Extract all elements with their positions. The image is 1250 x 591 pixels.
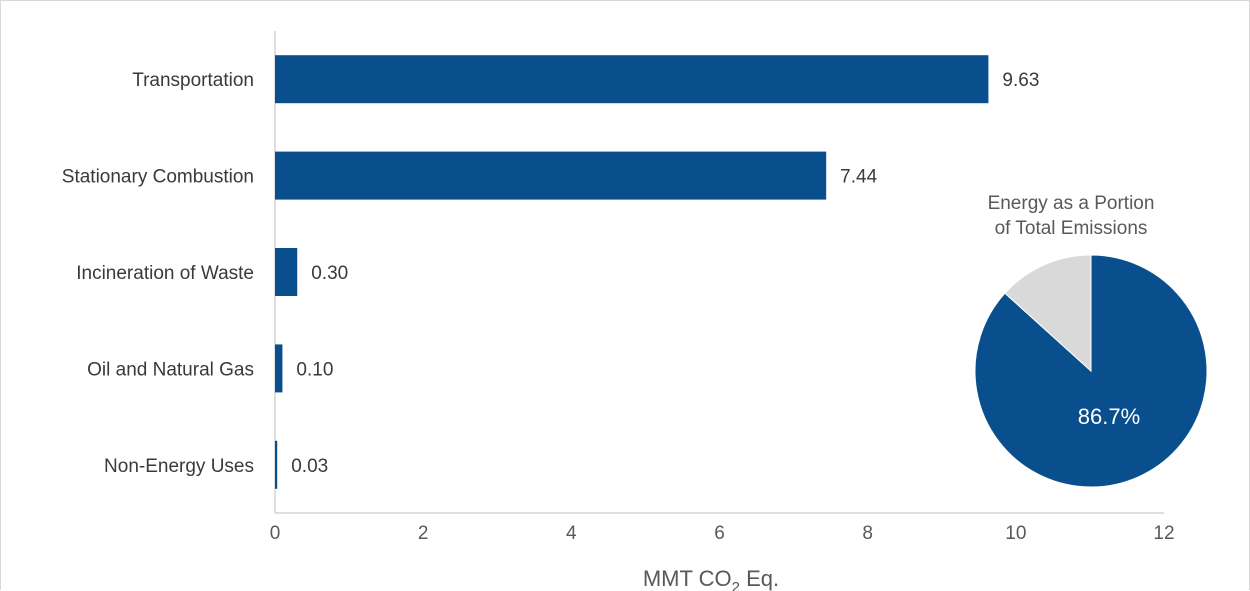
- x-axis-title-subscript: 2: [732, 579, 740, 591]
- pie-slice: [1004, 254, 1092, 373]
- x-tick-label: 8: [862, 523, 873, 544]
- bar: [275, 55, 989, 104]
- bar: [275, 440, 278, 489]
- category-label: Incineration of Waste: [76, 263, 254, 284]
- x-tick-label: 0: [270, 523, 281, 544]
- category-label: Non-Energy Uses: [104, 456, 254, 477]
- x-tick-label: 6: [714, 523, 725, 544]
- x-axis-title: MMT CO2 Eq.: [643, 566, 779, 591]
- data-label: 7.44: [840, 167, 877, 188]
- bar: [275, 344, 283, 393]
- x-tick-label: 2: [418, 523, 429, 544]
- data-label: 9.63: [1002, 70, 1039, 91]
- data-label: 0.10: [296, 359, 333, 380]
- bar: [275, 248, 298, 296]
- category-label: Stationary Combustion: [62, 167, 254, 188]
- pie-title-line-2: of Total Emissions: [995, 218, 1148, 239]
- category-label: Oil and Natural Gas: [87, 359, 254, 380]
- pie-percentage-label: 86.7%: [1078, 404, 1140, 429]
- x-tick-label: 12: [1153, 523, 1174, 544]
- bar: [275, 151, 827, 200]
- data-label: 0.03: [291, 456, 328, 477]
- x-tick-label: 4: [566, 523, 577, 544]
- pie-title-line-1: Energy as a Portion: [988, 193, 1155, 214]
- category-label: Transportation: [132, 70, 254, 91]
- x-tick-label: 10: [1005, 523, 1026, 544]
- data-label: 0.30: [311, 263, 348, 284]
